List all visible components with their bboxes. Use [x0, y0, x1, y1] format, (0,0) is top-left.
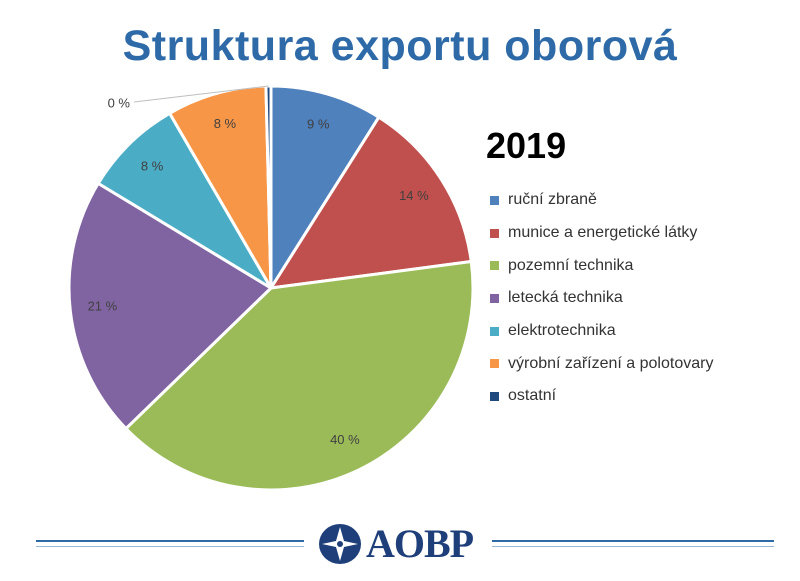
chart-year: 2019: [486, 125, 567, 166]
pie-slice-1: [269, 115, 473, 290]
pie-slice-2: [124, 260, 475, 492]
legend-swatch: [490, 228, 499, 238]
pie-slice-0: [269, 84, 381, 290]
legend-label: letecká technika: [508, 289, 623, 307]
legend-label: pozemní technika: [508, 256, 634, 274]
pie-data-label-1: 14 %: [399, 188, 429, 203]
aobp-logo: AOBP: [318, 522, 486, 566]
aobp-logo-icon: [319, 524, 361, 564]
legend-swatch: [490, 195, 499, 205]
pie-leader-line-6: [133, 85, 269, 103]
legend-swatch: [490, 293, 499, 303]
legend-item-4: elektrotechnika: [490, 315, 713, 348]
pie-data-label-5: 8 %: [214, 116, 237, 131]
pie-data-label-0: 9 %: [307, 116, 330, 131]
pie-slice-4: [96, 111, 273, 290]
footer-line-left: [36, 540, 304, 547]
legend-item-2: pozemní technika: [490, 249, 713, 282]
chart-legend: ruční zbraně munice a energetické látky po…: [490, 184, 713, 413]
legend-label: ostatní: [508, 387, 557, 405]
pie-data-label-6: 0 %: [108, 95, 131, 110]
legend-item-0: ruční zbraně: [490, 184, 713, 217]
pie-data-label-3: 21 %: [88, 299, 118, 314]
legend-item-6: ostatní: [490, 380, 713, 413]
legend-label: munice a energetické látky: [508, 224, 698, 242]
legend-label: elektrotechnika: [508, 322, 616, 340]
legend-swatch: [490, 391, 499, 401]
chart-title: Struktura exportu oborová: [122, 22, 678, 70]
legend-label: ruční zbraně: [508, 191, 597, 209]
legend-item-1: munice a energetické látky: [490, 217, 713, 250]
legend-label: výrobní zařízení a polotovary: [508, 354, 714, 372]
legend-item-3: letecká technika: [490, 282, 713, 315]
pie-slice-3: [67, 181, 273, 431]
legend-item-5: výrobní zařízení a polotovary: [490, 347, 713, 380]
footer-line-right: [492, 540, 774, 547]
pie-data-label-2: 40 %: [330, 432, 360, 447]
legend-swatch: [490, 261, 499, 271]
pie-slices: [67, 84, 475, 492]
legend-swatch: [490, 359, 499, 369]
legend-swatch: [490, 326, 499, 336]
logo-text: AOBP: [366, 521, 474, 566]
pie-data-label-4: 8 %: [141, 158, 164, 173]
pie-labels: 9 % 14 % 40 % 21 % 8 % 8 % 0 %: [88, 85, 429, 447]
